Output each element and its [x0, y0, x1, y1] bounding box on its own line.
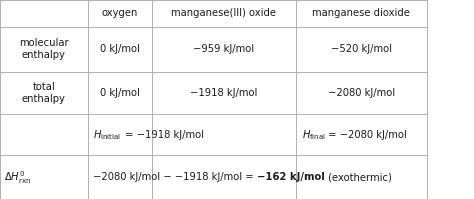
Text: −2080 kJ/mol − −1918 kJ/mol =: −2080 kJ/mol − −1918 kJ/mol =: [93, 172, 257, 182]
Text: −959 kJ/mol: −959 kJ/mol: [193, 44, 255, 54]
Text: 0 kJ/mol: 0 kJ/mol: [100, 88, 140, 98]
Text: manganese dioxide: manganese dioxide: [312, 8, 410, 19]
Text: manganese(III) oxide: manganese(III) oxide: [172, 8, 276, 19]
Text: (exothermic): (exothermic): [325, 172, 392, 182]
Text: 0 kJ/mol: 0 kJ/mol: [100, 44, 140, 54]
Text: −1918 kJ/mol: −1918 kJ/mol: [190, 88, 258, 98]
Text: oxygen: oxygen: [101, 8, 138, 19]
Text: total
enthalpy: total enthalpy: [22, 82, 66, 104]
Text: $\Delta H^{0}_{\mathrm{rxn}}$: $\Delta H^{0}_{\mathrm{rxn}}$: [4, 169, 31, 185]
Text: $H_{\mathrm{final}}$: $H_{\mathrm{final}}$: [302, 128, 326, 142]
Text: molecular
enthalpy: molecular enthalpy: [19, 38, 69, 60]
Text: −162 kJ/mol: −162 kJ/mol: [257, 172, 325, 182]
Text: = −1918 kJ/mol: = −1918 kJ/mol: [122, 130, 204, 140]
Text: −520 kJ/mol: −520 kJ/mol: [331, 44, 392, 54]
Text: $H_{\mathrm{initial}}$: $H_{\mathrm{initial}}$: [93, 128, 121, 142]
Text: −2080 kJ/mol: −2080 kJ/mol: [328, 88, 395, 98]
Text: = −2080 kJ/mol: = −2080 kJ/mol: [325, 130, 406, 140]
